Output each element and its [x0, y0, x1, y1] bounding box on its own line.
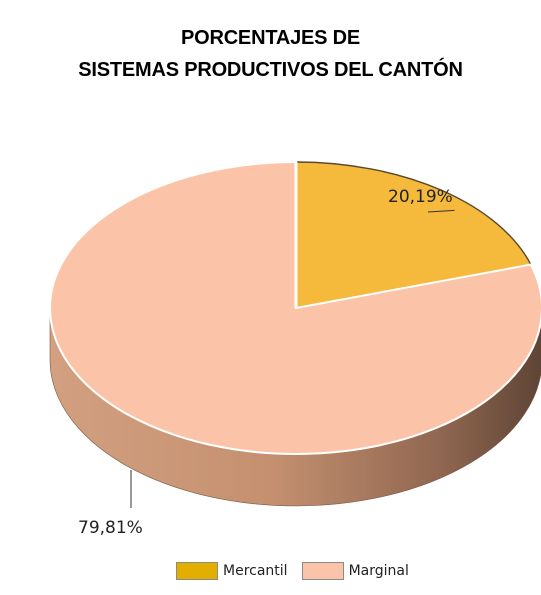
data-label-marginal: 79,81%: [78, 518, 143, 538]
legend-item-marginal: Marginal: [301, 562, 409, 580]
legend-label-marginal: Marginal: [348, 563, 409, 579]
data-label-mercantil: 20,19%: [388, 187, 453, 207]
legend-item-mercantil: Mercantil: [176, 562, 288, 580]
chart-title-line-2: SISTEMAS PRODUCTIVOS DEL CANTÓN: [78, 59, 463, 81]
leader-line-mercantil: [427, 209, 455, 213]
chart-title-line-1: PORCENTAJES DE: [180, 27, 361, 49]
pie-slice-mercantil: [295, 161, 532, 309]
legend-label-mercantil: Mercantil: [223, 563, 288, 579]
chart-legend: Mercantil Marginal: [176, 562, 423, 580]
legend-swatch-marginal: [301, 562, 344, 580]
legend-swatch-mercantil: [176, 562, 218, 580]
